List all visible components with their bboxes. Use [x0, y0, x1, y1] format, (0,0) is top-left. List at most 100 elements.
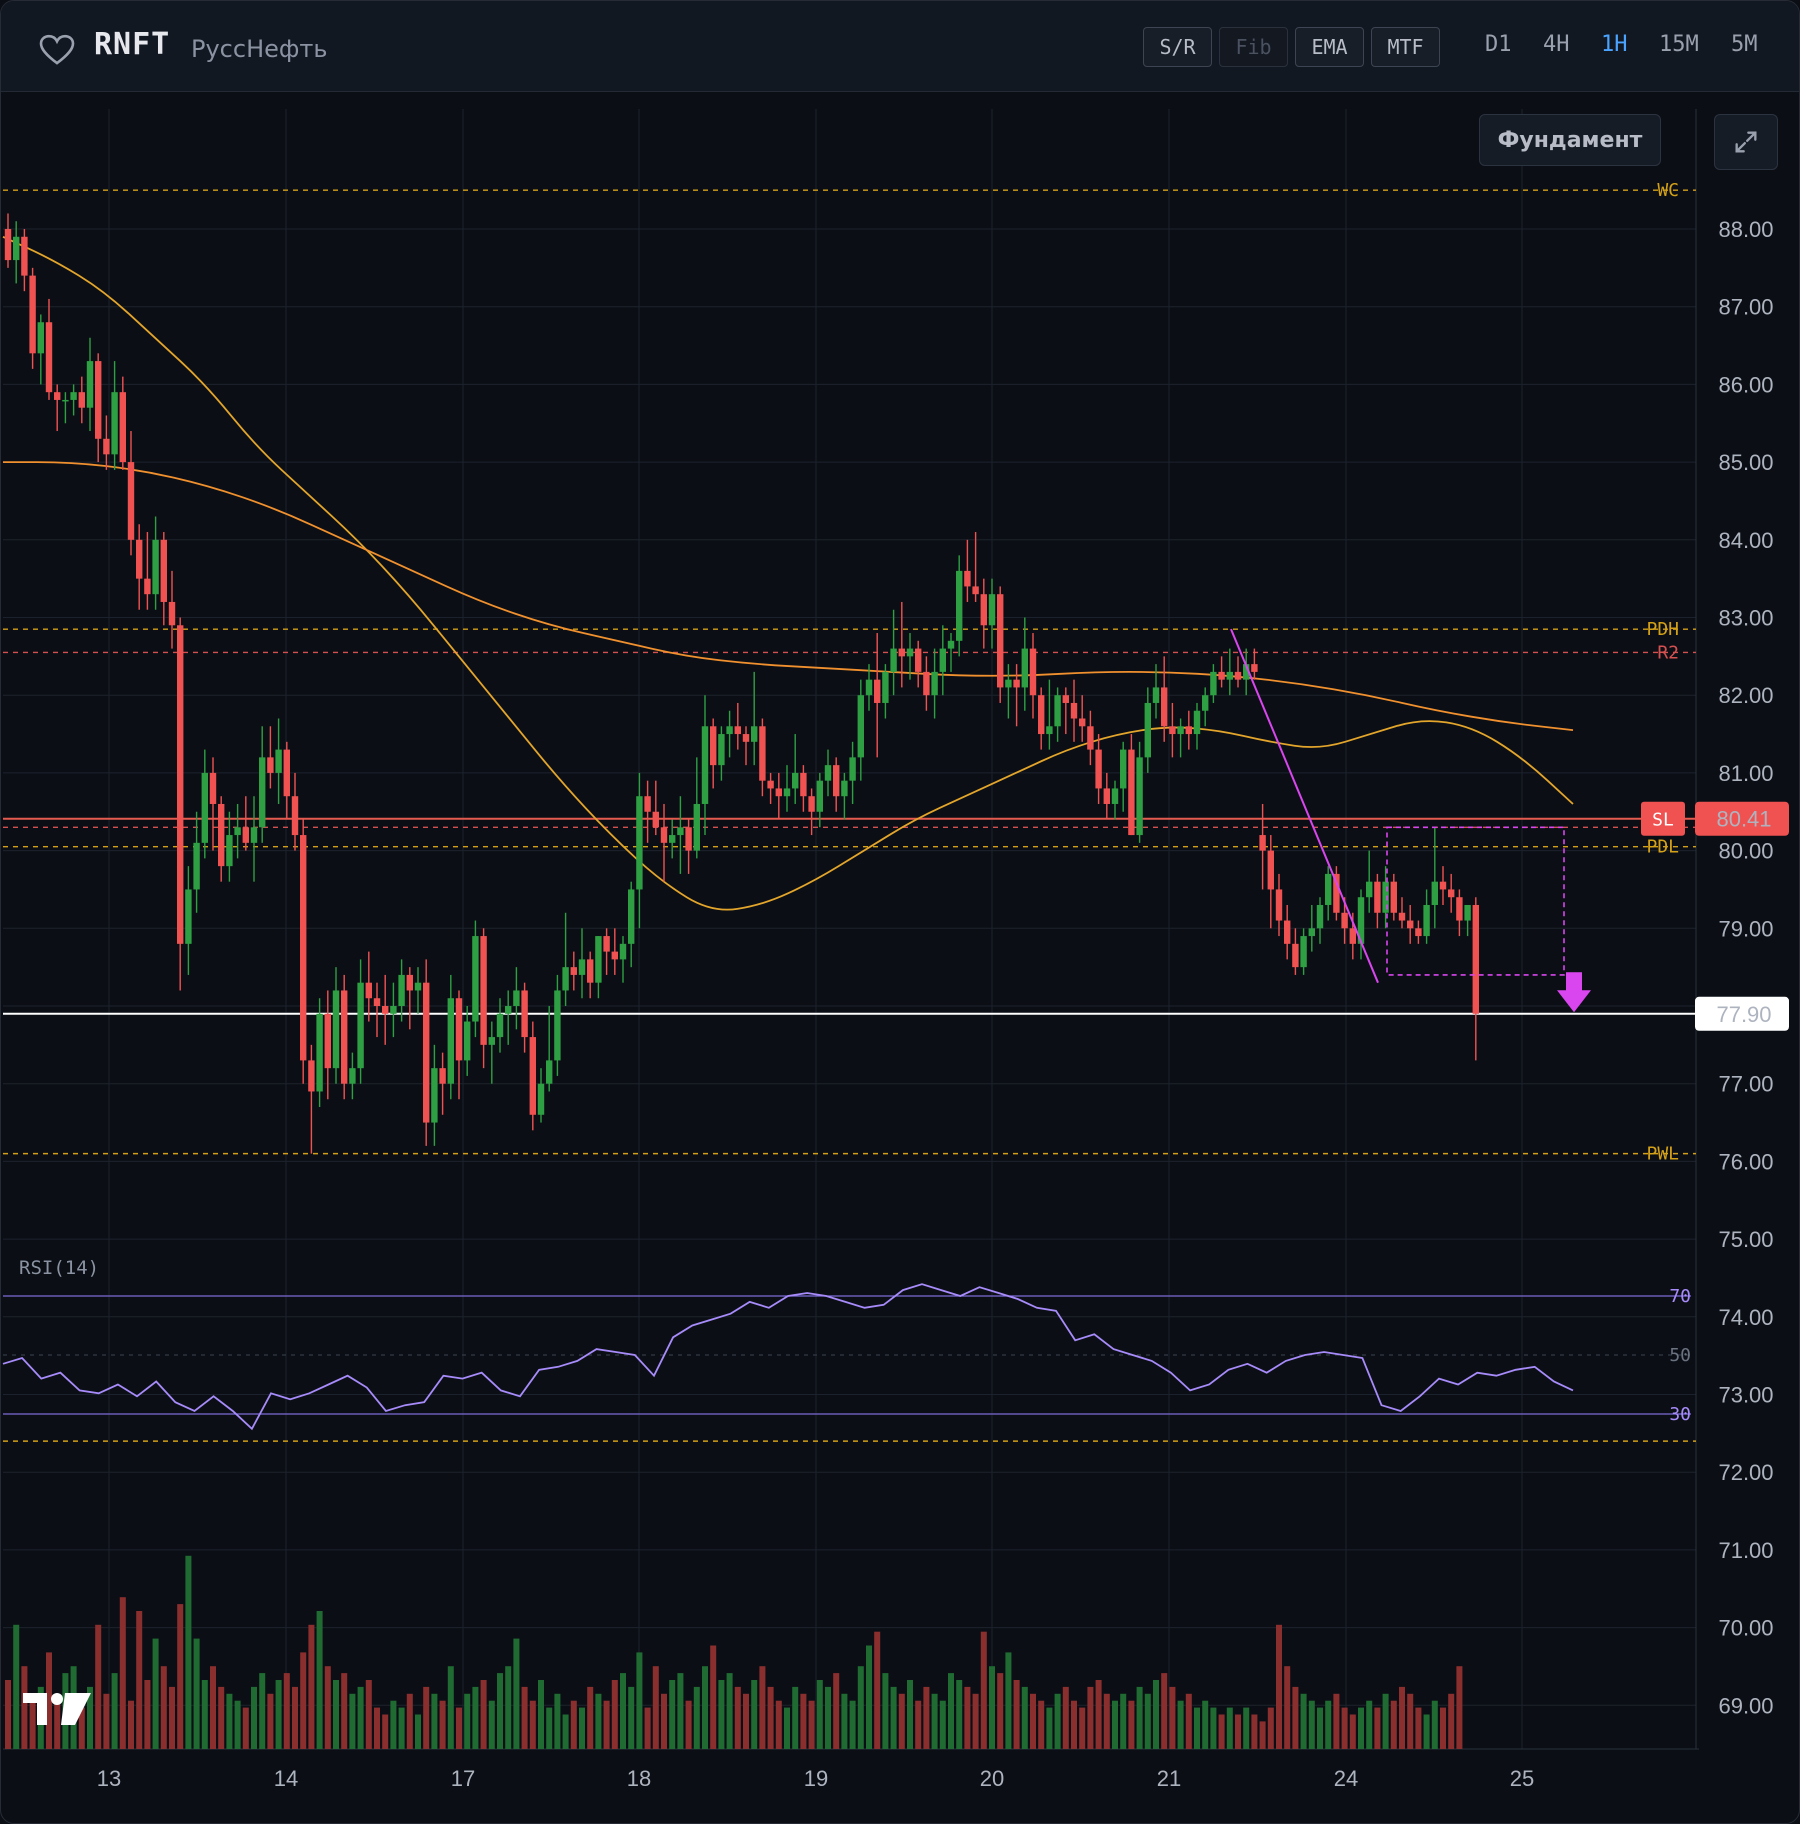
candle-body [373, 998, 381, 1006]
candle-body [152, 539, 159, 595]
candle [21, 229, 28, 292]
candle [283, 741, 290, 820]
volume-bar [800, 1693, 807, 1749]
price-tick-label: 81.00 [1718, 761, 1773, 786]
candle-body [578, 959, 586, 975]
candle [956, 555, 963, 657]
candle-body [168, 601, 176, 626]
heart-icon[interactable] [39, 34, 75, 66]
volume-bar [1054, 1693, 1061, 1749]
candle [636, 772, 643, 929]
signal-arrow-head [1557, 990, 1591, 1013]
candle-body [619, 943, 627, 960]
volume-bar [1259, 1721, 1266, 1749]
candle-body [1161, 687, 1168, 727]
expand-button[interactable] [1714, 114, 1778, 170]
volume-bar [521, 1686, 528, 1749]
candle-body [1267, 850, 1274, 890]
candle-body [1439, 881, 1447, 890]
candle [70, 384, 77, 416]
timeframe-1h[interactable]: 1H [1601, 32, 1628, 57]
volume-bar [13, 1624, 20, 1749]
candle-body [341, 990, 348, 1084]
fib-toggle-button[interactable]: Fib [1219, 27, 1288, 67]
candle-body [275, 749, 282, 773]
mtf-toggle-button[interactable]: MTF [1371, 27, 1440, 67]
candle [890, 609, 897, 696]
candle [849, 741, 856, 804]
candle-body [496, 1013, 504, 1038]
timeframe-5m[interactable]: 5M [1731, 32, 1758, 57]
volume-bar [759, 1666, 766, 1749]
candle [496, 998, 504, 1053]
sr-toggle-button[interactable]: S/R [1143, 27, 1212, 67]
candle [382, 974, 389, 1045]
volume-bar [661, 1693, 667, 1749]
price-tick-label: 88.00 [1718, 217, 1773, 242]
candle [488, 1021, 495, 1084]
volume-bar [193, 1638, 200, 1749]
candle [218, 796, 225, 882]
candle-body [882, 671, 889, 703]
volume-bar [710, 1645, 717, 1749]
level-label: PWL [1646, 1144, 1679, 1165]
candle [874, 633, 881, 758]
candle-body [1152, 687, 1160, 703]
expand-icon [1735, 131, 1757, 153]
candle [1251, 648, 1258, 680]
candle-body [1407, 920, 1414, 929]
candle [660, 803, 668, 882]
candle-body [1079, 718, 1086, 727]
volume-bar [685, 1700, 692, 1749]
candle [13, 221, 20, 284]
volume-bar [218, 1686, 225, 1749]
candle-body [37, 322, 44, 354]
candle-body [636, 796, 643, 890]
volume-bar [119, 1597, 126, 1749]
volume-bar [849, 1700, 856, 1749]
fundamentals-button[interactable]: Фундамент [1479, 114, 1661, 166]
candle [1210, 664, 1217, 703]
candle [1218, 656, 1225, 688]
volume-bar [103, 1693, 110, 1749]
candle [546, 1006, 553, 1092]
candle-body [759, 726, 766, 781]
ema-toggle-button[interactable]: EMA [1295, 27, 1364, 67]
timeframe-d1[interactable]: D1 [1485, 32, 1512, 57]
timeframe-4h[interactable]: 4H [1543, 32, 1570, 57]
candle [1062, 687, 1069, 735]
candle [349, 1052, 356, 1100]
volume-bar [529, 1700, 536, 1749]
candle-body [1275, 889, 1283, 921]
candle-body [767, 780, 774, 789]
volume-bar [242, 1707, 249, 1749]
level-label: PDH [1646, 619, 1679, 640]
candle [677, 796, 684, 874]
candle-body [718, 734, 725, 766]
volume-bar [939, 1700, 946, 1749]
candle-body [1357, 897, 1365, 944]
candle [1366, 850, 1373, 913]
candle [1095, 734, 1102, 804]
candle-body [1218, 671, 1225, 680]
candle [767, 772, 774, 804]
candle-body [414, 982, 422, 991]
candle [431, 1044, 438, 1146]
candle-body [1177, 726, 1184, 735]
candle-body [103, 438, 110, 455]
candle-body [1054, 695, 1061, 727]
candle-body [1300, 936, 1307, 968]
candle-body [513, 990, 520, 1006]
candle-body [1029, 648, 1037, 696]
candle-body [669, 835, 676, 843]
volume-bar [1267, 1707, 1274, 1749]
price-tag-text: 80.41 [1716, 807, 1771, 832]
candle [1226, 648, 1233, 696]
candle-body [1325, 873, 1332, 905]
candle [619, 936, 627, 983]
candle-body [865, 679, 873, 696]
timeframe-15m[interactable]: 15M [1659, 32, 1699, 57]
volume-bar [693, 1686, 700, 1749]
volume-bar [1112, 1700, 1118, 1749]
